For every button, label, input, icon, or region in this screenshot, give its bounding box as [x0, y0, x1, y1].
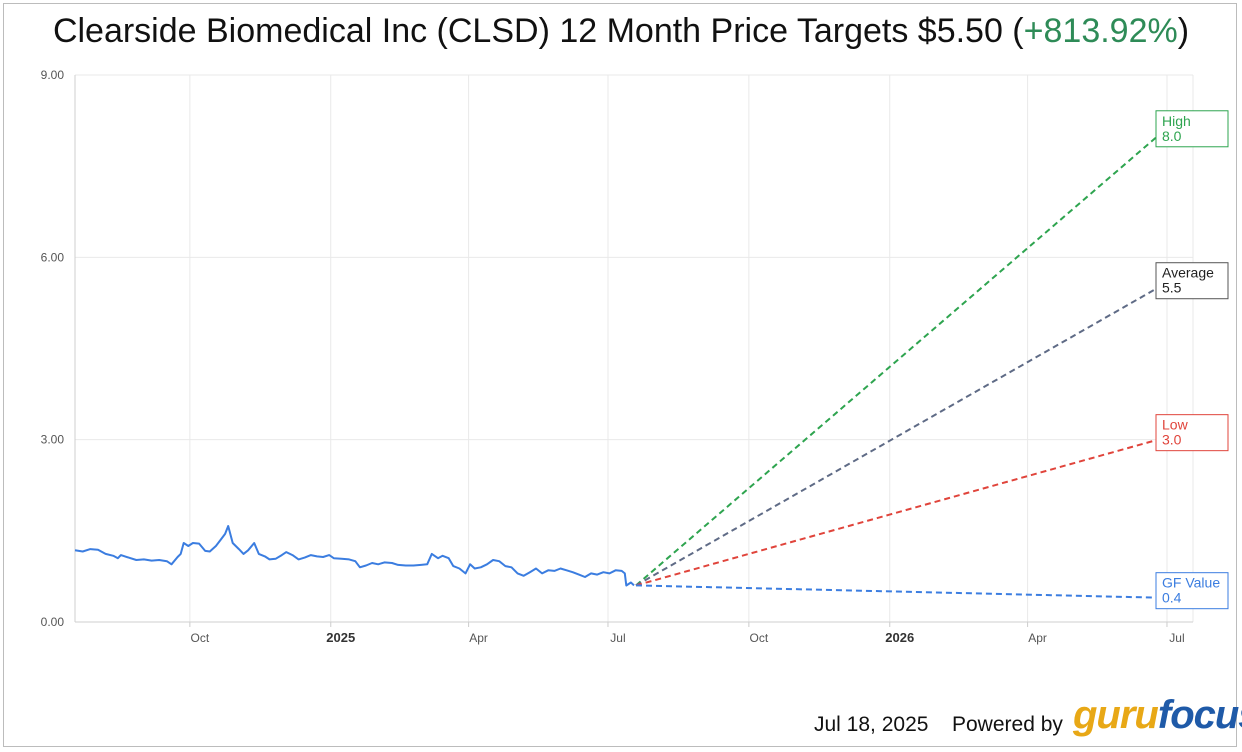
x-tick-label: Oct — [191, 631, 210, 645]
grid-layer — [75, 74, 1194, 623]
average-target-line — [635, 286, 1159, 587]
x-tick-label: Apr — [1028, 631, 1047, 645]
title-close: ) — [1177, 12, 1190, 50]
x-tick-label: Oct — [750, 631, 769, 645]
gf-value-target-line — [635, 584, 1159, 599]
high-target-box — [1155, 110, 1229, 148]
y-tick-label: 9.00 — [41, 68, 65, 82]
x-tick-label: Jul — [610, 631, 625, 645]
low-target-line — [635, 438, 1159, 587]
low-target-value: 3.0 — [1162, 432, 1182, 448]
gf-value-target-box — [1155, 572, 1229, 610]
series-layer — [74, 135, 1159, 599]
y-tick-label: 3.00 — [41, 433, 65, 447]
price-history-line — [74, 525, 635, 587]
chart-frame — [3, 3, 1237, 747]
average-target-value: 5.5 — [1162, 280, 1182, 296]
x-tick-label: Apr — [469, 631, 488, 645]
high-target-line — [635, 135, 1159, 587]
gf-value-target-name: GF Value — [1162, 575, 1220, 591]
y-tick-label: 6.00 — [41, 250, 65, 264]
axis-layer: 0.00 3.00 6.00 9.00 Oct 2025 Apr Jul Oct 2026 Apr J… — [41, 68, 1193, 645]
title-change-percent: +813.92% — [1023, 12, 1178, 50]
chart-title: Clearside Biomedical Inc (CLSD) 12 Month… — [0, 12, 1242, 51]
low-target-name: Low — [1162, 417, 1189, 433]
title-main: Clearside Biomedical Inc (CLSD) 12 Month… — [52, 12, 1024, 50]
low-target-box — [1155, 414, 1229, 452]
x-tick-label: 2026 — [885, 630, 914, 645]
gf-value-target-value: 0.4 — [1162, 590, 1182, 606]
gurufocus-logo[interactable]: gurufocus — [1073, 693, 1242, 738]
average-target-name: Average — [1162, 265, 1214, 281]
footer-powered-by: Powered by — [952, 713, 1063, 736]
x-tick-label: 2025 — [326, 630, 355, 645]
x-tick-label: Jul — [1169, 631, 1184, 645]
footer-date: Jul 18, 2025 — [814, 713, 929, 736]
y-tick-label: 0.00 — [41, 615, 65, 629]
high-target-value: 8.0 — [1162, 128, 1182, 144]
logo-focus: focus — [1157, 693, 1242, 737]
average-target-box — [1155, 262, 1229, 300]
high-target-name: High — [1162, 113, 1191, 129]
logo-guru: guru — [1073, 693, 1159, 737]
